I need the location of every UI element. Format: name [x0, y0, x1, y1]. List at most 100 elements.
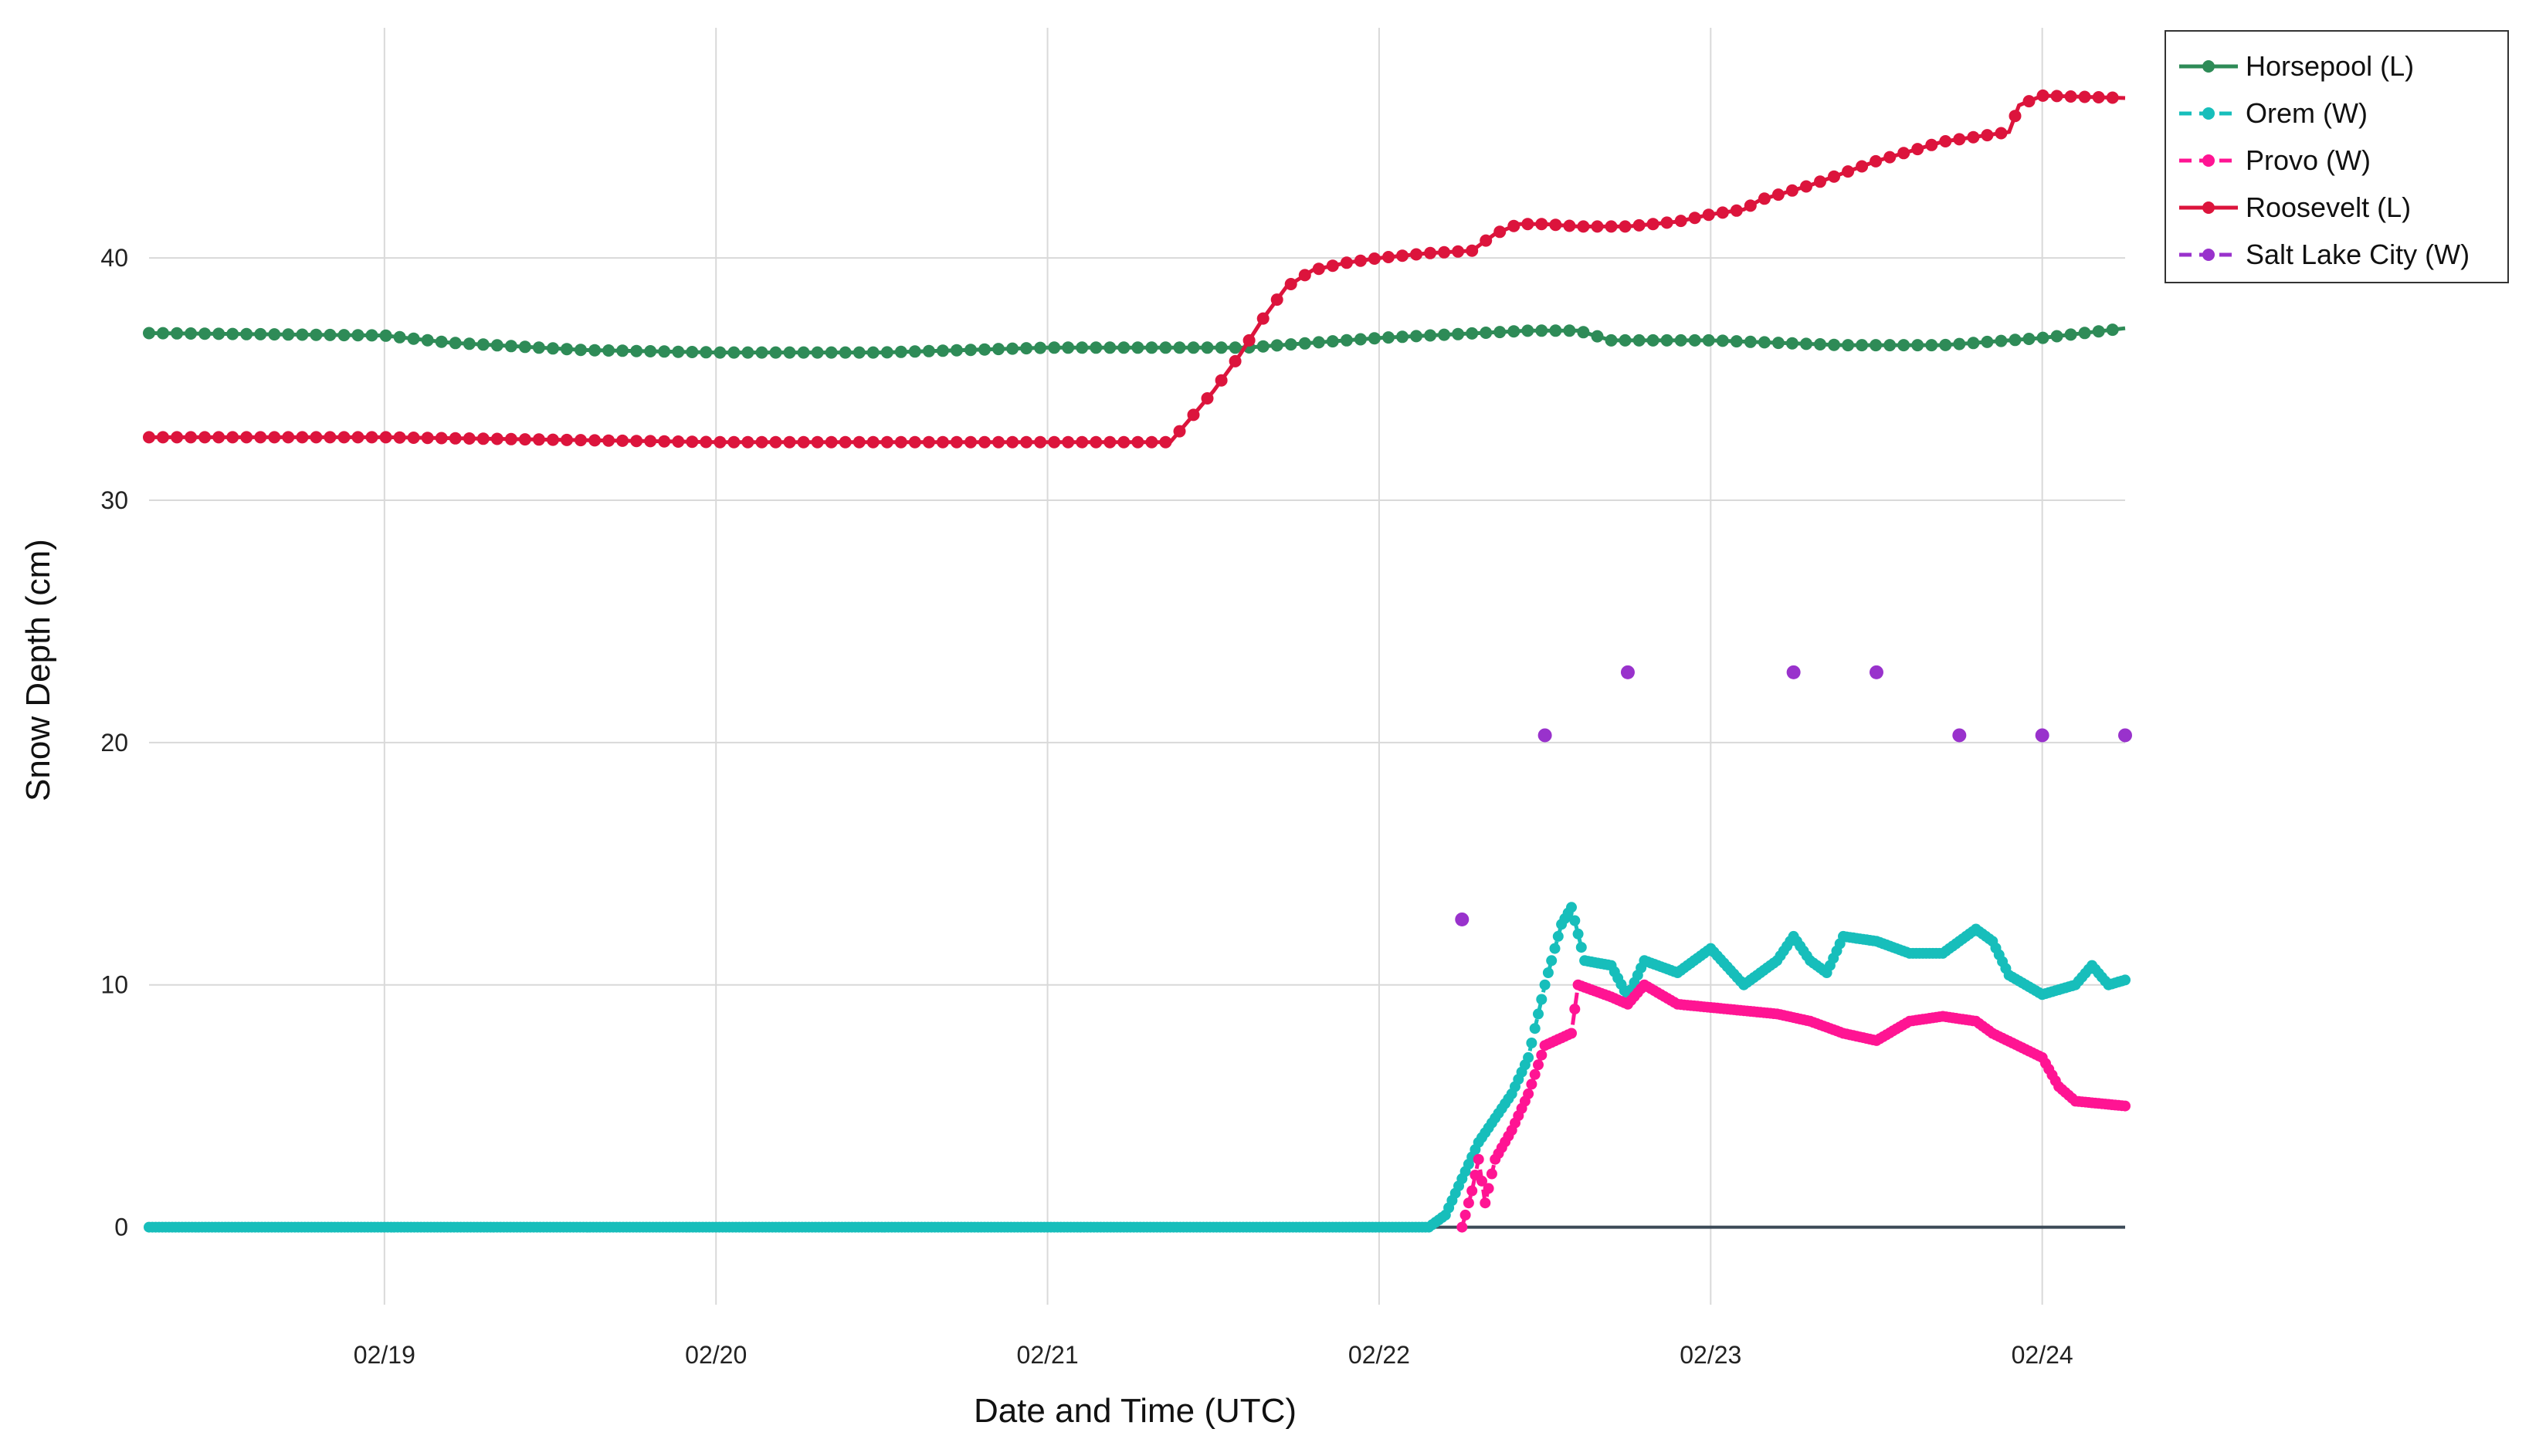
data-point: [254, 431, 267, 444]
data-point: [310, 328, 323, 341]
legend-swatch-marker: [2202, 60, 2215, 73]
data-point: [1020, 342, 1033, 355]
data-point: [1256, 312, 1270, 325]
data-point: [644, 345, 657, 357]
data-point: [518, 340, 531, 354]
legend-item: Salt Lake City (W): [2179, 239, 2470, 270]
data-point: [1542, 967, 1554, 978]
data-point: [1459, 1209, 1471, 1221]
data-point: [1529, 1023, 1541, 1034]
data-point: [504, 340, 517, 353]
data-point: [1800, 337, 1812, 350]
data-point: [630, 435, 643, 448]
data-point: [365, 329, 378, 342]
data-point: [2092, 91, 2105, 103]
data-point: [157, 327, 169, 340]
data-point: [1452, 327, 1465, 340]
data-point: [1480, 327, 1493, 339]
data-point: [1410, 248, 1422, 261]
data-point: [1187, 408, 1200, 422]
data-point: [880, 346, 893, 359]
legend-label: Provo (W): [2246, 144, 2371, 176]
series-line: [149, 902, 2126, 1230]
data-point: [185, 327, 198, 340]
data-point: [1856, 339, 1869, 352]
data-point: [1396, 330, 1409, 344]
data-point: [1382, 331, 1395, 344]
data-point: [143, 327, 155, 340]
plot-area: [143, 28, 2132, 1305]
data-point: [1229, 354, 1242, 367]
x-tick-label: 02/19: [354, 1341, 415, 1369]
data-point: [1856, 160, 1869, 173]
data-point: [1382, 251, 1395, 263]
legend-swatch-marker: [2202, 154, 2215, 167]
data-point: [1828, 338, 1840, 351]
data-point: [894, 345, 907, 358]
data-point: [1456, 1221, 1468, 1233]
data-point: [602, 344, 615, 357]
data-point: [1575, 942, 1587, 953]
data-point: [797, 346, 810, 359]
data-point: [1605, 334, 1618, 347]
data-point: [1730, 204, 1743, 217]
data-point: [2064, 328, 2077, 341]
data-point: [1529, 1068, 1541, 1080]
data-point: [588, 344, 602, 357]
data-point: [1566, 1028, 1577, 1039]
data-point: [880, 435, 893, 449]
data-point: [1632, 218, 1646, 232]
y-tick-label: 20: [100, 729, 128, 757]
data-point: [1688, 334, 1701, 347]
data-point: [811, 435, 824, 449]
data-point: [1452, 245, 1465, 258]
data-point: [1526, 1038, 1537, 1048]
data-point: [630, 344, 643, 357]
data-point: [825, 435, 838, 449]
data-point: [1785, 184, 1798, 197]
data-point: [561, 433, 573, 446]
data-point: [755, 346, 768, 359]
y-tick-label: 40: [100, 244, 128, 272]
data-point: [240, 327, 253, 340]
data-point: [1577, 220, 1590, 233]
data-point: [2036, 331, 2049, 344]
data-point: [1591, 330, 1604, 343]
data-point: [769, 435, 782, 449]
data-point: [198, 327, 212, 340]
data-point: [2106, 91, 2119, 104]
y-axis: 0 10 20 30 40: [100, 244, 128, 1241]
data-point: [936, 344, 949, 357]
data-point: [1298, 269, 1311, 282]
legend-label: Salt Lake City (W): [2246, 239, 2470, 270]
data-point: [185, 431, 198, 444]
data-point: [853, 346, 866, 359]
data-point: [1507, 219, 1520, 232]
data-point: [2022, 333, 2036, 345]
data-point: [1145, 341, 1158, 354]
series-provo-w: [1456, 979, 2131, 1233]
data-point: [1716, 206, 1729, 219]
data-point: [575, 434, 587, 447]
data-point: [908, 435, 921, 449]
data-point: [476, 432, 490, 445]
data-point: [2022, 95, 2036, 108]
data-point: [700, 435, 713, 449]
data-point: [1480, 234, 1493, 247]
data-point: [1572, 928, 1584, 940]
x-tick-label: 02/24: [2012, 1341, 2073, 1369]
data-point: [1438, 245, 1451, 259]
data-point: [1981, 129, 1994, 142]
data-point: [1535, 218, 1548, 231]
data-point: [1284, 338, 1297, 351]
data-point: [727, 435, 741, 449]
data-point: [282, 328, 295, 341]
x-tick-label: 02/20: [685, 1341, 747, 1369]
data-point: [407, 432, 420, 444]
data-point: [393, 330, 406, 344]
data-point: [2009, 334, 2022, 347]
data-point: [1539, 979, 1551, 990]
data-point: [853, 435, 866, 449]
data-point: [1758, 336, 1771, 349]
data-point: [435, 432, 448, 445]
